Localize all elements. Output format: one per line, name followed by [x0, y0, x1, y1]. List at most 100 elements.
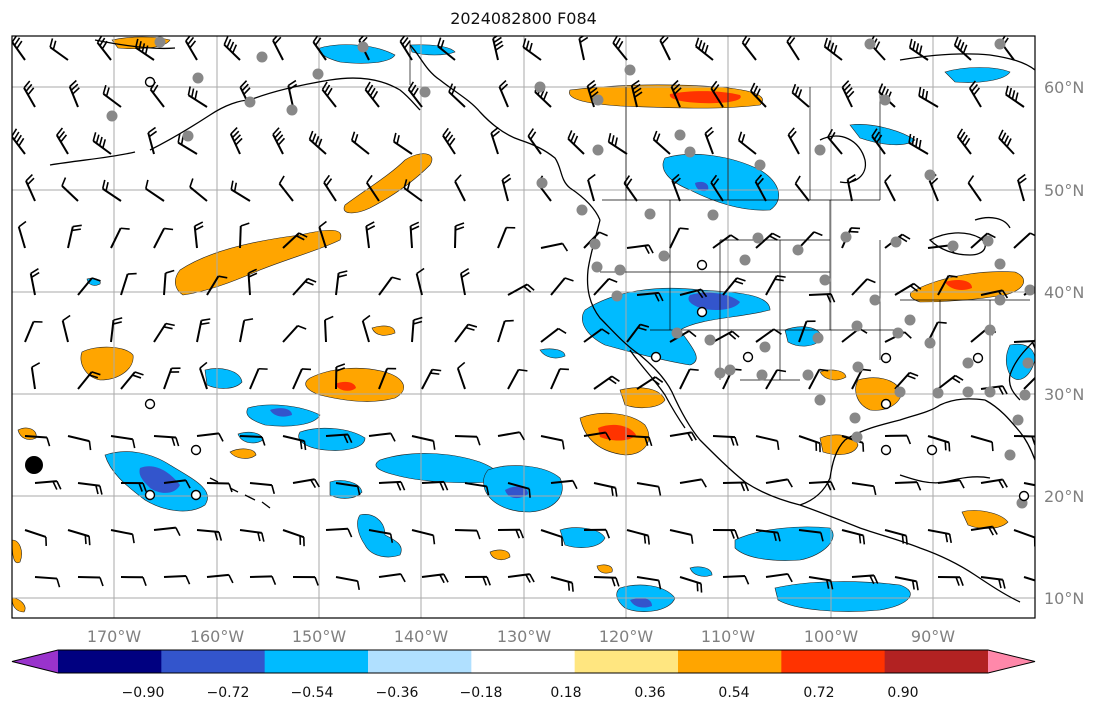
wind-barb [378, 367, 397, 390]
wind-barb [24, 529, 48, 546]
wind-barb [272, 127, 286, 155]
map-border [11, 35, 1036, 619]
wind-barb [884, 529, 908, 545]
colorbar-tick-label: 0.36 [634, 685, 665, 701]
wind-barb [927, 529, 953, 544]
station-marker [1022, 357, 1034, 369]
station-marker [1024, 284, 1035, 296]
wind-barb [636, 291, 664, 302]
station-marker [994, 38, 1006, 50]
wind-barb [239, 222, 250, 249]
latitude-labels: 60°N 50°N 40°N 30°N 20°N 10°N [1044, 78, 1084, 608]
wind-barb [540, 435, 565, 450]
station-marker [849, 412, 861, 424]
wind-barb [189, 178, 208, 202]
wind-barb [321, 81, 337, 108]
wind-barb [120, 482, 147, 492]
wind-barb [798, 529, 824, 542]
station-marker [962, 386, 974, 398]
wind-barb [894, 576, 919, 591]
station-marker-hollow [926, 444, 938, 456]
station-marker [714, 367, 726, 379]
wind-barb [110, 529, 135, 544]
wind-barb [507, 368, 528, 390]
wind-barb [937, 274, 958, 296]
wind-barb [223, 36, 241, 61]
lat-label: 20°N [1044, 487, 1084, 506]
station-marker [707, 209, 719, 221]
wind-barb [464, 482, 490, 496]
wind-barb [378, 480, 406, 491]
wind-barb [710, 174, 724, 202]
wind-barb [68, 79, 80, 108]
map-title: 2024082800 F084 [450, 9, 597, 28]
wind-barb [786, 36, 800, 61]
wind-barb [1013, 339, 1035, 350]
wind-barb [323, 174, 337, 202]
wind-barb [970, 525, 998, 536]
wind-barb [679, 368, 699, 390]
wind-barb [540, 242, 569, 252]
colorbar-tick-label: −0.90 [122, 685, 165, 701]
wind-barb [540, 529, 564, 547]
lon-label: 130°W [497, 627, 552, 646]
wind-barb [196, 318, 211, 343]
wind-barb [567, 130, 585, 155]
wind-barb [365, 221, 376, 249]
wind-barb [23, 80, 36, 108]
strong-negative-cores [139, 181, 740, 608]
wind-barb [399, 36, 413, 61]
wind-barb [798, 320, 816, 343]
wind-barb [1005, 85, 1025, 108]
station-marker [671, 327, 683, 339]
wind-barb [454, 529, 481, 540]
wind-barb [593, 482, 618, 497]
station-marker [536, 177, 548, 189]
station-marker-hollow [972, 352, 984, 364]
wind-barb [710, 80, 724, 108]
station-marker [756, 369, 768, 381]
station-marker [1012, 414, 1024, 426]
wind-barb [239, 318, 254, 343]
wind-barb [755, 529, 781, 542]
wind-barb [34, 576, 61, 588]
wind-barb [669, 227, 689, 249]
wind-barb [193, 221, 204, 249]
station-marker [419, 86, 431, 98]
station-marker [962, 357, 974, 369]
wind-barb [454, 323, 478, 343]
wind-barb [55, 127, 69, 155]
station-marker [894, 386, 906, 398]
wind-barb [230, 180, 251, 202]
wind-barb [187, 86, 208, 108]
wind-barb [318, 220, 327, 249]
wind-barb [827, 128, 843, 155]
lon-label: 110°W [701, 627, 756, 646]
wind-barb [712, 330, 740, 343]
wind-barb [454, 435, 481, 446]
wind-barb [77, 482, 103, 495]
wind-barb [894, 481, 922, 491]
wind-barb [163, 269, 175, 296]
wind-barb [750, 82, 767, 108]
wind-barb [593, 375, 620, 390]
wind-barbs [12, 36, 1035, 593]
wind-barb [908, 38, 929, 61]
wind-barb [153, 526, 181, 537]
wind-barb [147, 126, 158, 155]
wind-barb [206, 482, 233, 493]
wind-barb [846, 173, 857, 202]
wind-barb [77, 371, 101, 390]
lon-label: 150°W [292, 627, 347, 646]
station-markers [25, 36, 1035, 509]
wind-barb [287, 79, 298, 108]
wind-barb [636, 482, 662, 496]
wind-barb [970, 435, 994, 452]
lat-label: 60°N [1044, 78, 1084, 97]
colorbar-segment [884, 650, 989, 673]
wind-barb [29, 267, 40, 296]
wind-barb [884, 434, 912, 445]
wind-barb [101, 179, 122, 202]
wind-barb [323, 315, 334, 343]
wind-barb [282, 435, 307, 451]
